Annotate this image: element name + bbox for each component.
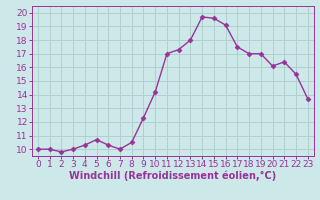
- X-axis label: Windchill (Refroidissement éolien,°C): Windchill (Refroidissement éolien,°C): [69, 171, 276, 181]
